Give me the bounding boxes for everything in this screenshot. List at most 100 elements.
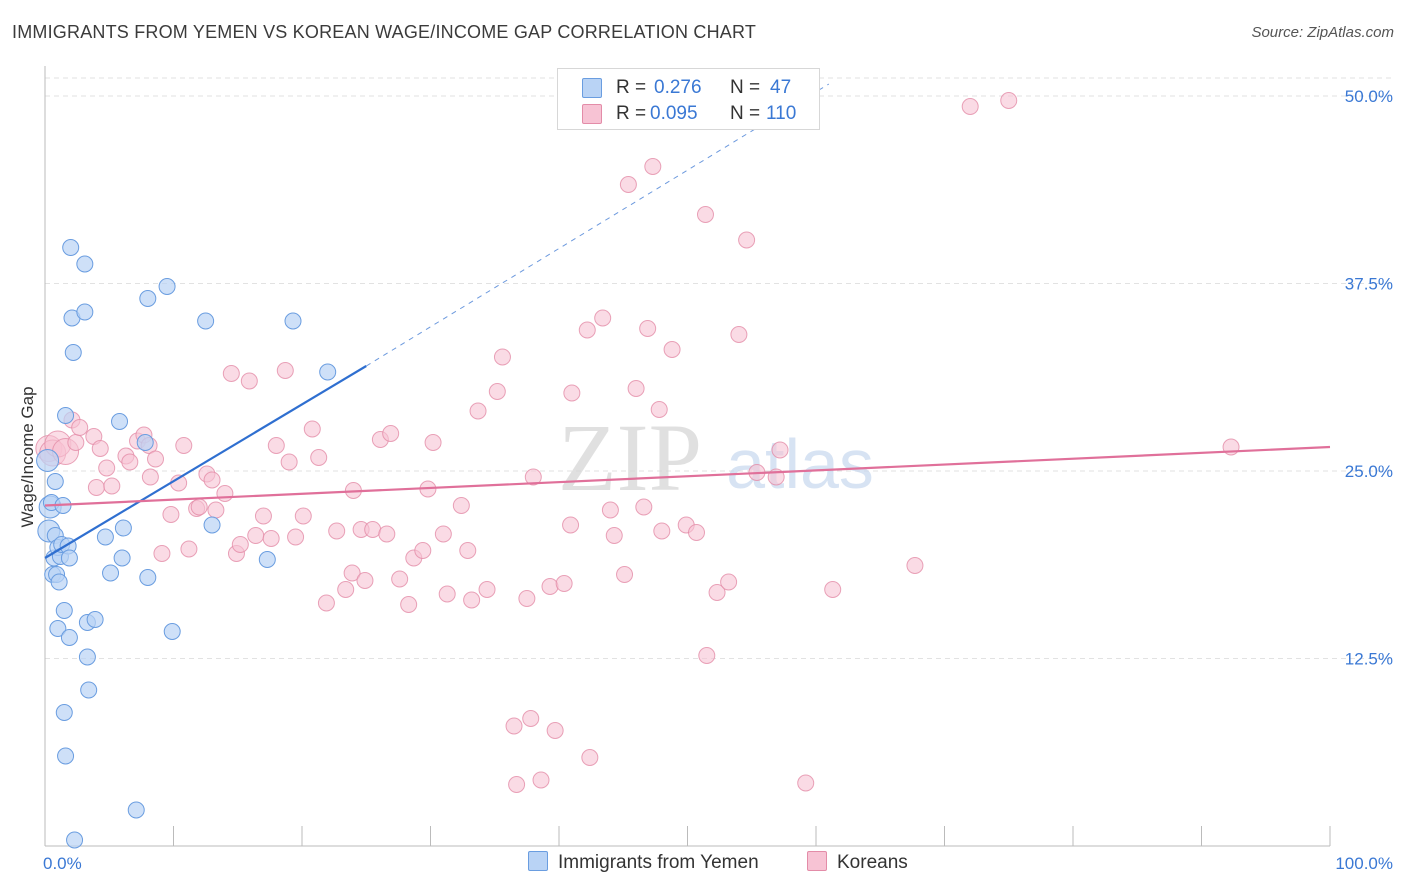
point-koreans [532,771,550,789]
y-tick-label: 50.0% [1345,87,1393,106]
point-koreans [616,566,634,583]
point-koreans [303,420,321,438]
point-yemen [102,564,120,582]
legend-r-label: R = [616,77,647,98]
point-yemen [80,681,98,699]
point-koreans [382,425,400,442]
point-koreans [578,321,596,339]
series-legend-yemen: Immigrants from Yemen [528,851,759,877]
legend-swatch-pink [582,104,602,124]
point-koreans [696,206,714,223]
legend-r-value: 0.095 [650,103,698,124]
correlation-legend: R = 0.276 N = 47 R = 0.095 N = 110 [557,68,820,130]
point-koreans [687,524,705,541]
point-yemen [57,407,75,424]
point-koreans [644,158,662,175]
point-yemen [139,290,157,307]
point-yemen [111,413,129,430]
point-koreans [231,536,249,553]
point-yemen [49,620,67,637]
point-koreans [493,348,511,366]
point-koreans [103,477,121,495]
point-yemen [78,648,96,666]
point-koreans [267,437,285,454]
watermark-atlas: atlas [726,425,874,503]
point-yemen [55,602,73,619]
point-koreans [708,584,726,601]
point-koreans [247,527,265,544]
point-koreans [797,774,815,792]
point-koreans [653,522,671,540]
point-koreans [824,581,842,598]
point-koreans [650,401,668,418]
point-koreans [459,542,477,559]
point-koreans [469,402,487,420]
point-koreans [121,453,139,471]
point-koreans [906,557,924,574]
point-koreans [601,501,619,519]
point-yemen [163,623,181,640]
point-koreans [594,309,612,327]
point-koreans [505,717,523,735]
legend-n-label: N = [730,77,761,98]
point-koreans [190,498,208,516]
chart-title: IMMIGRANTS FROM YEMEN VS KOREAN WAGE/INC… [12,22,757,42]
point-yemen [60,629,78,646]
legend-swatch-blue [582,78,602,98]
point-yemen [36,449,60,472]
point-koreans [364,521,382,538]
point-koreans [663,341,681,358]
point-koreans [522,710,540,727]
point-koreans [343,564,361,582]
point-koreans [738,231,756,249]
point-koreans [356,572,374,589]
point-koreans [698,647,716,664]
point-koreans [434,525,452,543]
point-koreans [400,596,418,613]
point-koreans [262,530,280,547]
point-koreans [91,440,109,457]
point-yemen [158,278,176,295]
point-koreans [207,501,225,519]
point-koreans [581,749,599,766]
point-koreans [98,459,116,477]
point-koreans [438,585,456,603]
legend-n-value: 110 [766,103,797,124]
point-koreans [518,590,536,607]
y-tick-label: 25.0% [1345,462,1393,481]
point-yemen [203,516,221,534]
y-tick-label: 37.5% [1345,275,1393,294]
point-koreans [605,527,623,544]
legend-n-label: N = [730,103,761,124]
point-koreans [175,437,193,454]
point-koreans [222,365,240,382]
point-yemen [136,434,154,451]
point-koreans [730,326,748,343]
point-koreans [1000,92,1018,109]
point-koreans [216,485,234,502]
point-koreans [478,581,496,598]
point-koreans [378,525,396,543]
point-koreans [546,722,564,739]
point-koreans [720,573,738,591]
point-koreans [310,449,328,466]
point-koreans [627,380,645,397]
point-koreans [508,776,526,793]
point-koreans [180,540,198,558]
point-yemen [76,255,94,273]
point-koreans [452,497,470,514]
point-koreans [317,594,335,612]
legend-r-value: 0.276 [654,77,702,98]
point-koreans [87,479,105,496]
point-koreans [961,98,979,115]
point-yemen [86,611,104,628]
point-yemen [76,303,94,321]
point-yemen [62,239,80,256]
point-koreans [391,570,409,588]
point-koreans [280,453,298,471]
point-yemen [139,569,157,586]
point-yemen [114,519,132,537]
y-tick-label: 12.5% [1345,650,1393,669]
point-koreans [203,471,221,489]
